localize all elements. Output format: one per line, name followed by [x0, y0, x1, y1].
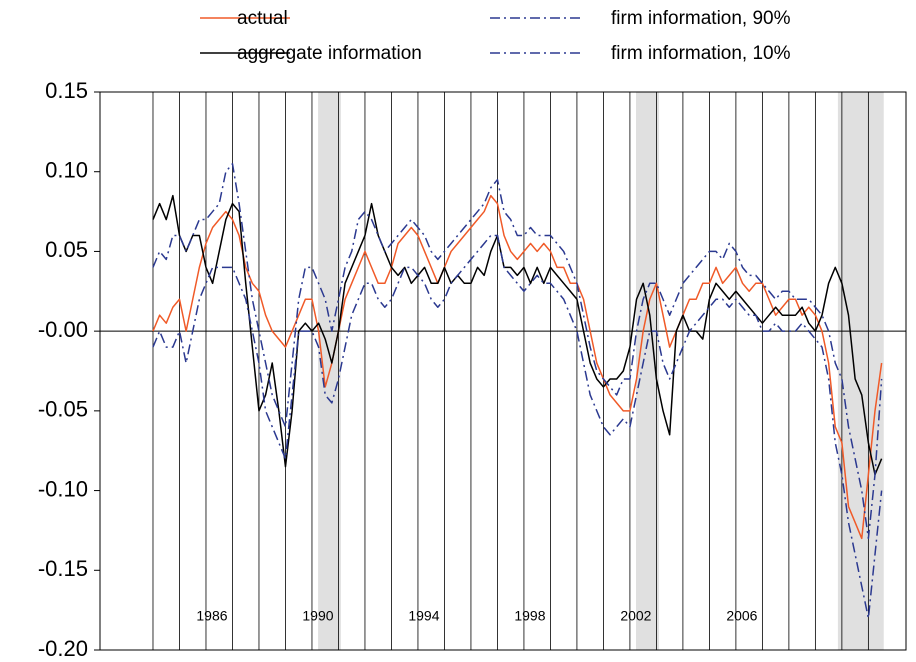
y-tick-label: 0.10 — [45, 158, 88, 183]
legend-label: firm information, 90% — [611, 8, 791, 29]
y-tick-label: -0.05 — [38, 397, 88, 422]
y-tick-label: -0.15 — [38, 556, 88, 581]
y-tick-label: -0.10 — [38, 476, 88, 501]
x-tick-label: 1994 — [408, 608, 439, 624]
legend-label: actual — [237, 8, 288, 29]
recession-shading — [837, 92, 884, 650]
x-tick-label: 1986 — [196, 608, 227, 624]
series-line — [152, 194, 883, 476]
series-line — [152, 234, 883, 619]
series-line — [152, 162, 883, 540]
x-tick-label: 1990 — [302, 608, 333, 624]
x-tick-label: 1998 — [514, 608, 545, 624]
y-tick-label: 0.05 — [45, 237, 88, 262]
y-tick-label: -0.20 — [38, 636, 88, 661]
legend-label: firm information, 10% — [611, 43, 791, 64]
y-tick-label: -0.00 — [38, 317, 88, 342]
y-tick-label: 0.15 — [45, 78, 88, 103]
recession-shading — [636, 92, 660, 650]
plot-frame — [99, 91, 907, 651]
series-line — [152, 194, 883, 540]
x-tick-label: 2002 — [620, 608, 651, 624]
x-tick-label: 2006 — [726, 608, 757, 624]
legend-label: aggregate information — [237, 43, 422, 64]
